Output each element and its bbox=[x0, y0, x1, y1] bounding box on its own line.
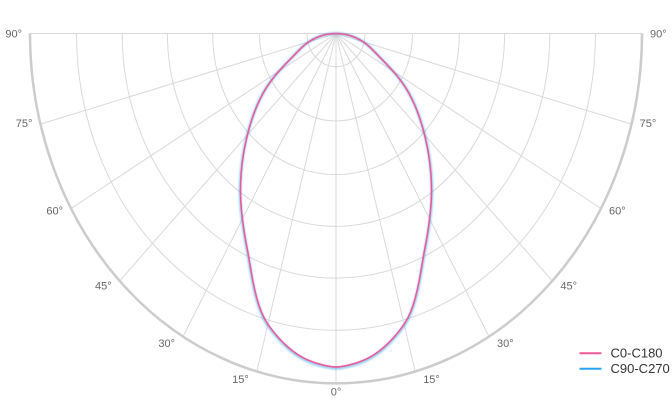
svg-text:60°: 60° bbox=[46, 206, 63, 218]
svg-text:C90-C270: C90-C270 bbox=[611, 361, 670, 376]
svg-text:30°: 30° bbox=[497, 338, 514, 350]
svg-text:45°: 45° bbox=[560, 281, 577, 293]
svg-text:30°: 30° bbox=[158, 338, 175, 350]
svg-text:90°: 90° bbox=[5, 29, 22, 41]
svg-text:75°: 75° bbox=[640, 118, 657, 130]
svg-text:0°: 0° bbox=[331, 387, 342, 399]
svg-text:45°: 45° bbox=[95, 281, 112, 293]
svg-text:90°: 90° bbox=[650, 29, 667, 41]
svg-text:15°: 15° bbox=[423, 374, 440, 386]
svg-text:C0-C180: C0-C180 bbox=[611, 346, 663, 361]
svg-text:15°: 15° bbox=[232, 374, 249, 386]
svg-text:75°: 75° bbox=[16, 118, 33, 130]
svg-text:60°: 60° bbox=[609, 206, 626, 218]
